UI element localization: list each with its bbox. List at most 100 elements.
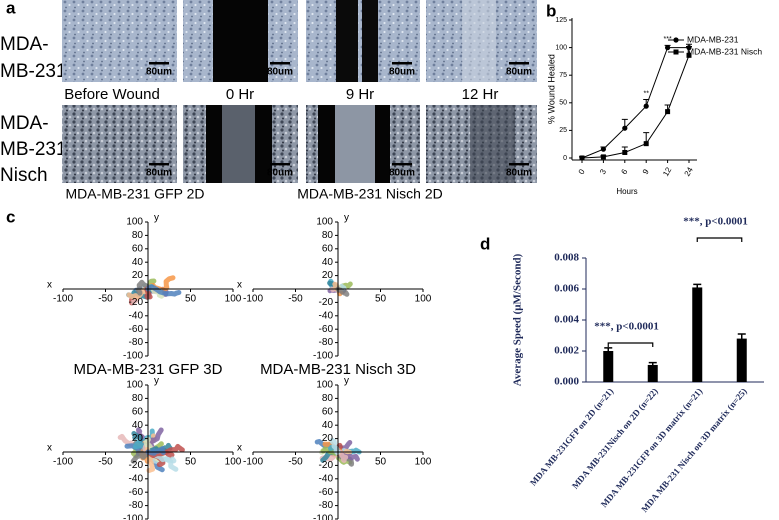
- y-tick-label: 100: [316, 380, 333, 391]
- y-tick-label: -100: [313, 351, 333, 362]
- y-tick-label: 80: [322, 393, 334, 404]
- y-tick-label: -20: [129, 460, 144, 471]
- y-tick-label: -20: [129, 297, 144, 308]
- scale-bar: [509, 163, 529, 166]
- axis-label: y: [154, 213, 159, 224]
- annotation: ***, p<0.0001: [594, 321, 659, 333]
- scale-bar: [392, 163, 412, 166]
- series-line: [581, 55, 690, 159]
- wound-gap: [336, 0, 358, 82]
- y-tick-label: -60: [319, 487, 334, 498]
- y-tick-label: 80: [132, 393, 144, 404]
- column-label: Before Wound: [64, 86, 160, 103]
- marker: [600, 154, 606, 160]
- scale-bar-label: 80um: [267, 67, 293, 78]
- y-tick-label: 0: [563, 155, 567, 162]
- annotation: **: [643, 90, 649, 97]
- x-tick-label: 100: [225, 457, 242, 468]
- bar: [736, 338, 747, 382]
- y-tick-label: 25: [559, 127, 567, 134]
- y-tick-label: -20: [319, 297, 334, 308]
- wound-gap: [318, 105, 335, 183]
- y-tick-label: 0.006: [554, 283, 579, 295]
- scale-bar-label: 80um: [389, 168, 415, 179]
- y-tick-label: -60: [129, 487, 144, 498]
- y-tick-label: -80: [129, 337, 144, 348]
- x-tick-label: 0: [577, 167, 587, 176]
- y-tick-label: 20: [132, 270, 144, 281]
- y-tick-label: 40: [322, 420, 334, 431]
- wound-gap: [362, 0, 378, 82]
- x-tick-label: 50: [185, 294, 197, 305]
- legend-marker: [673, 37, 679, 43]
- marker: [579, 155, 585, 161]
- error-bar: [648, 361, 657, 368]
- legend-marker: [673, 49, 679, 55]
- x-tick-label: 50: [185, 457, 197, 468]
- wound-gap: [206, 105, 222, 183]
- axis-label: y: [344, 376, 349, 387]
- marker: [643, 103, 649, 109]
- wound-gap: [375, 105, 390, 183]
- micrograph: [62, 105, 177, 183]
- wound-gap: [470, 105, 515, 183]
- x-tick-label: 9: [641, 167, 651, 176]
- x-tick-label: -50: [98, 294, 113, 305]
- y-tick-label: -40: [319, 473, 334, 484]
- y-tick-label: 100: [126, 380, 143, 391]
- y-tick-label: -80: [319, 337, 334, 348]
- y-tick-label: 60: [322, 406, 334, 417]
- y-tick-label: -80: [129, 500, 144, 511]
- axis-label: y: [154, 376, 159, 387]
- y-tick-label: -40: [319, 310, 334, 321]
- cell-track: [335, 286, 350, 297]
- bar: [692, 287, 703, 382]
- cell-track: [145, 446, 166, 456]
- annotation: ***, p<0.0001: [683, 216, 748, 228]
- marker: [643, 141, 649, 147]
- x-tick-label: 50: [375, 457, 387, 468]
- bar: [603, 351, 614, 382]
- row-label: MDA-: [0, 34, 49, 55]
- y-tick-label: 20: [132, 433, 144, 444]
- scale-bar-label: 80um: [267, 168, 293, 179]
- y-tick-label: 20: [322, 270, 334, 281]
- marker: [665, 45, 671, 51]
- y-tick-label: -100: [123, 514, 143, 520]
- y-tick-label: 40: [132, 257, 144, 268]
- y-tick-label: 50: [559, 100, 567, 107]
- marker: [622, 125, 628, 131]
- y-tick-label: 0.004: [554, 314, 579, 326]
- scale-bar: [270, 62, 290, 65]
- y-tick-label: 40: [322, 257, 334, 268]
- y-tick-label: 100: [316, 217, 333, 228]
- panel-d: d 0.000 0.002 0.004 0.006 0.008 Average Speed …: [480, 216, 764, 514]
- micrograph: [62, 0, 177, 82]
- x-tick-label: MDA MB-231GFP on 2D (n=21): [528, 386, 615, 488]
- y-tick-label: -60: [319, 324, 334, 335]
- x-tick-label: -50: [288, 457, 303, 468]
- x-tick-label: 6: [619, 167, 629, 176]
- axis-label: y: [344, 213, 349, 224]
- y-tick-label: -40: [129, 310, 144, 321]
- row-label: Nisch: [0, 165, 48, 186]
- axis-label: x: [237, 443, 242, 454]
- marker: [665, 109, 671, 115]
- scale-bar: [509, 62, 529, 65]
- annotation: ***: [664, 36, 672, 43]
- y-tick-label: 0.002: [554, 345, 579, 357]
- y-axis-label: Average Speed (μM/Second): [512, 253, 524, 386]
- error-bar: [604, 347, 613, 355]
- error-bar: [693, 283, 702, 291]
- panel-c: c x y -100 -50 50 100 100 80 60 40 20 -20 -40 -60 -80 -…: [6, 207, 432, 520]
- row-label: MB-231: [0, 61, 67, 82]
- y-tick-label: 0.008: [554, 252, 579, 264]
- significance-bracket: [607, 342, 654, 347]
- y-tick-label: -80: [319, 500, 334, 511]
- caption: MDA-MB-231 Nisch 3D: [260, 361, 416, 378]
- x-tick-label: 50: [375, 294, 387, 305]
- y-tick-label: 100: [555, 44, 567, 51]
- wound-gap: [335, 105, 375, 183]
- scale-bar-label: 80um: [146, 168, 172, 179]
